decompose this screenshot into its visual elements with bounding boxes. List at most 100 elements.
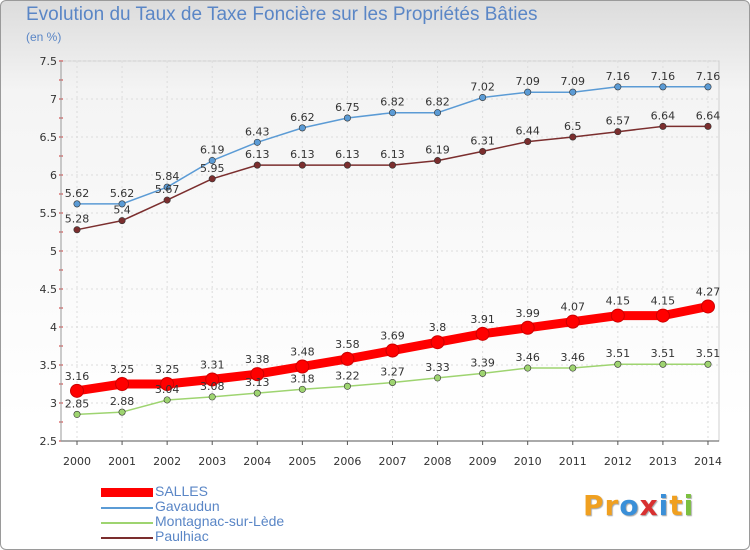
legend-label-montagnac: Montagnac-sur-Lède — [155, 513, 285, 529]
data-label-gavaudun: 6.82 — [425, 96, 450, 109]
data-label-salles: 3.31 — [200, 358, 225, 371]
logo-letter: i — [658, 489, 670, 522]
x-tick-label: 2007 — [378, 455, 406, 468]
data-label-salles: 3.69 — [380, 330, 405, 343]
data-label-paulhiac: 6.31 — [470, 134, 495, 147]
legend-item-gavaudun[interactable]: Gavaudun — [101, 498, 361, 515]
data-point-paulhiac — [524, 138, 532, 146]
data-label-gavaudun: 7.09 — [515, 75, 540, 88]
legend-swatch-montagnac — [101, 522, 153, 524]
data-point-montagnac — [479, 369, 487, 377]
data-point-paulhiac — [434, 157, 442, 165]
chart-subtitle: (en %) — [26, 30, 62, 44]
data-label-montagnac: 3.33 — [425, 361, 450, 374]
data-label-salles: 4.07 — [561, 301, 586, 314]
data-label-paulhiac: 5.95 — [200, 162, 225, 175]
data-point-salles — [655, 308, 670, 323]
legend-label-gavaudun: Gavaudun — [155, 498, 220, 514]
data-label-montagnac: 3.04 — [155, 383, 180, 396]
legend-item-montagnac[interactable]: Montagnac-sur-Lède — [101, 513, 361, 530]
y-tick-label: 3 — [50, 397, 57, 410]
data-label-salles: 3.25 — [155, 363, 180, 376]
y-tick-label: 2.5 — [40, 435, 58, 448]
data-point-paulhiac — [614, 128, 622, 136]
y-tick-label: 4.5 — [40, 283, 58, 296]
data-point-paulhiac — [208, 175, 216, 183]
data-point-paulhiac — [118, 217, 126, 225]
data-label-salles: 4.15 — [651, 295, 676, 308]
logo-letter: P — [583, 489, 605, 522]
y-tick-label: 3.5 — [40, 359, 58, 372]
data-label-gavaudun: 7.16 — [696, 70, 721, 83]
y-tick-label: 5.5 — [40, 207, 58, 220]
data-point-salles — [70, 383, 84, 398]
x-tick-label: 2010 — [514, 455, 542, 468]
legend-label-salles: SALLES — [155, 483, 208, 499]
data-label-montagnac: 3.13 — [245, 376, 270, 389]
data-point-gavaudun — [569, 88, 577, 96]
data-label-paulhiac: 6.13 — [245, 148, 270, 161]
data-label-gavaudun: 5.62 — [110, 187, 135, 200]
data-point-salles — [520, 320, 535, 335]
data-label-gavaudun: 6.82 — [380, 96, 405, 109]
data-point-montagnac — [569, 364, 577, 372]
x-tick-label: 2000 — [63, 455, 91, 468]
legend-swatch-paulhiac — [101, 537, 153, 539]
data-point-paulhiac — [163, 196, 171, 204]
data-label-gavaudun: 7.09 — [561, 75, 586, 88]
data-point-montagnac — [298, 385, 306, 393]
x-tick-label: 2003 — [198, 455, 226, 468]
data-point-montagnac — [118, 408, 126, 416]
data-point-montagnac — [388, 378, 396, 386]
logo-letter: x — [639, 489, 659, 522]
data-point-salles — [700, 299, 715, 314]
data-label-salles: 3.25 — [110, 363, 135, 376]
data-label-montagnac: 3.27 — [380, 365, 405, 378]
logo-letter: r — [604, 489, 620, 522]
data-label-gavaudun: 5.62 — [65, 187, 90, 200]
data-label-montagnac: 3.46 — [561, 351, 586, 364]
data-label-montagnac: 3.51 — [651, 347, 676, 360]
data-label-montagnac: 2.85 — [65, 397, 90, 410]
data-label-salles: 3.99 — [515, 307, 540, 320]
x-tick-label: 2008 — [424, 455, 452, 468]
data-point-paulhiac — [479, 147, 487, 155]
legend: SALLES Gavaudun Montagnac-sur-Lède Paulh… — [101, 483, 361, 545]
data-point-montagnac — [524, 364, 532, 372]
data-label-gavaudun: 5.84 — [155, 170, 180, 183]
data-point-salles — [340, 351, 355, 366]
data-point-gavaudun — [208, 157, 216, 165]
data-label-gavaudun: 7.16 — [651, 70, 676, 83]
data-label-salles: 3.8 — [429, 321, 447, 334]
data-point-gavaudun — [118, 200, 126, 208]
data-point-gavaudun — [73, 200, 81, 208]
data-point-paulhiac — [704, 122, 712, 130]
data-point-montagnac — [73, 410, 81, 418]
data-point-montagnac — [659, 360, 667, 368]
data-label-montagnac: 3.51 — [606, 347, 631, 360]
data-point-gavaudun — [298, 124, 306, 132]
legend-item-paulhiac[interactable]: Paulhiac — [101, 529, 361, 545]
data-point-salles — [205, 372, 220, 387]
legend-swatch-salles — [101, 488, 153, 497]
data-point-gavaudun — [434, 109, 442, 117]
data-label-gavaudun: 6.62 — [290, 111, 315, 124]
data-point-montagnac — [208, 393, 216, 401]
x-tick-label: 2006 — [333, 455, 361, 468]
data-label-paulhiac: 6.64 — [651, 109, 676, 122]
data-label-salles: 3.48 — [290, 346, 315, 359]
data-label-gavaudun: 6.43 — [245, 125, 270, 138]
legend-item-salles[interactable]: SALLES — [101, 483, 361, 500]
y-tick-label: 5 — [50, 245, 57, 258]
data-point-gavaudun — [343, 114, 351, 122]
data-point-salles — [250, 367, 265, 382]
data-label-paulhiac: 6.13 — [335, 148, 360, 161]
data-label-salles: 4.27 — [696, 285, 721, 298]
data-label-montagnac: 2.88 — [110, 395, 135, 408]
data-label-salles: 4.15 — [606, 295, 631, 308]
data-label-salles: 3.38 — [245, 353, 270, 366]
data-label-paulhiac: 6.13 — [290, 148, 315, 161]
y-tick-label: 6 — [50, 169, 57, 182]
